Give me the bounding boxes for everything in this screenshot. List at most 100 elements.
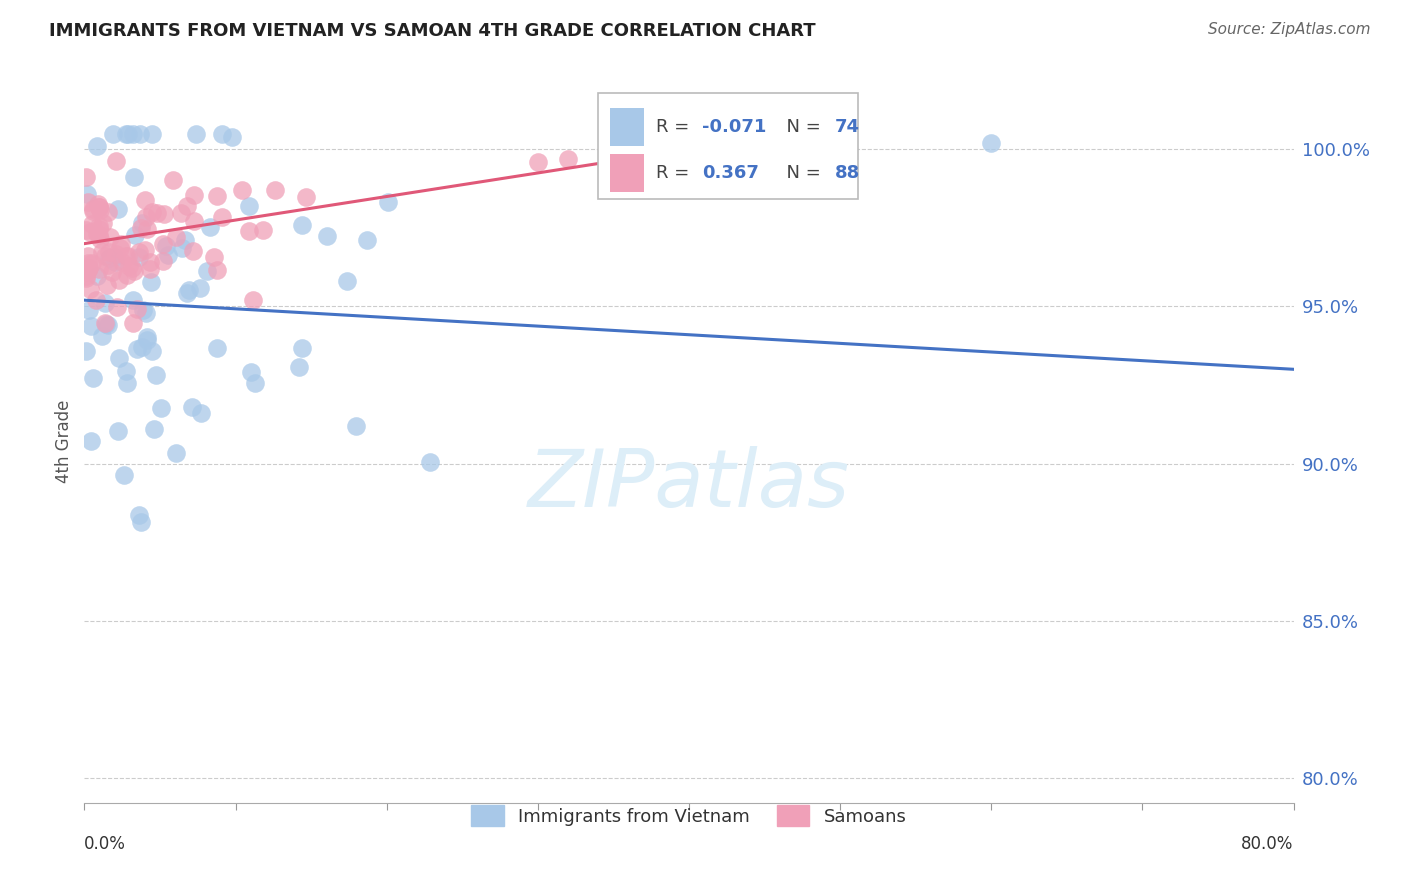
Point: [128, 508, 150, 523]
Point: [77, 256, 100, 270]
Point: [135, 210, 157, 224]
Point: [93, 316, 115, 330]
Point: [89, 232, 111, 246]
Point: [115, 249, 138, 263]
Point: [87, 200, 110, 214]
Point: [231, 183, 253, 197]
Point: [90, 244, 112, 259]
Point: [98, 244, 121, 259]
Point: [117, 249, 139, 263]
Point: [115, 376, 138, 390]
Point: [77, 260, 100, 275]
Point: [94, 295, 117, 310]
Point: [76, 263, 98, 277]
Point: [141, 205, 163, 219]
Point: [75, 270, 97, 285]
Point: [134, 193, 156, 207]
Point: [173, 233, 195, 247]
Point: [94, 318, 117, 332]
Text: R =: R =: [657, 164, 696, 182]
Point: [82, 204, 104, 219]
Point: [105, 154, 128, 169]
Point: [79, 282, 101, 296]
Point: [107, 424, 129, 438]
Legend: Immigrants from Vietnam, Samoans: Immigrants from Vietnam, Samoans: [464, 798, 914, 833]
Point: [101, 127, 124, 141]
Text: R =: R =: [657, 118, 696, 136]
Point: [141, 127, 163, 141]
Point: [242, 293, 264, 308]
Point: [94, 249, 117, 263]
Point: [122, 317, 145, 331]
Point: [89, 203, 111, 218]
Point: [141, 343, 163, 358]
Point: [75, 344, 97, 359]
Point: [336, 274, 359, 288]
Point: [183, 214, 205, 228]
Text: ZIPatlas: ZIPatlas: [527, 446, 851, 524]
Point: [75, 265, 97, 279]
Point: [125, 342, 148, 356]
Point: [129, 127, 152, 141]
Point: [80, 434, 103, 449]
Point: [129, 515, 152, 529]
Point: [107, 202, 129, 216]
Point: [112, 467, 135, 482]
Text: Source: ZipAtlas.com: Source: ZipAtlas.com: [1208, 22, 1371, 37]
Point: [125, 301, 148, 316]
Point: [136, 222, 159, 236]
Text: IMMIGRANTS FROM VIETNAM VS SAMOAN 4TH GRADE CORRELATION CHART: IMMIGRANTS FROM VIETNAM VS SAMOAN 4TH GR…: [49, 22, 815, 40]
Point: [139, 255, 162, 269]
Point: [252, 223, 274, 237]
Point: [186, 127, 208, 141]
Point: [89, 262, 111, 277]
Point: [288, 359, 311, 374]
Point: [77, 194, 100, 209]
Point: [108, 273, 131, 287]
Point: [122, 169, 145, 184]
Point: [128, 250, 150, 264]
Point: [97, 252, 120, 266]
Point: [136, 330, 159, 344]
Point: [105, 300, 128, 314]
Point: [114, 127, 136, 141]
Point: [82, 202, 104, 216]
Y-axis label: 4th Grade: 4th Grade: [55, 400, 73, 483]
Point: [131, 216, 153, 230]
Point: [128, 244, 150, 259]
Text: -0.071: -0.071: [702, 118, 766, 136]
Point: [344, 418, 367, 433]
Point: [419, 455, 441, 469]
FancyBboxPatch shape: [599, 93, 858, 200]
Point: [91, 328, 114, 343]
Point: [678, 145, 700, 160]
Point: [97, 205, 120, 219]
Point: [139, 261, 162, 276]
Point: [211, 127, 233, 141]
Point: [205, 342, 228, 356]
Point: [602, 149, 624, 163]
Text: 88: 88: [835, 164, 860, 182]
Point: [316, 228, 339, 243]
Point: [162, 172, 184, 186]
Point: [176, 285, 198, 300]
Point: [89, 222, 111, 236]
Point: [84, 293, 107, 307]
Point: [86, 227, 108, 241]
Point: [211, 210, 233, 224]
Point: [170, 206, 193, 220]
Point: [170, 241, 193, 255]
Point: [152, 237, 174, 252]
Text: 74: 74: [835, 118, 860, 136]
Point: [165, 445, 187, 459]
Point: [87, 219, 110, 234]
Point: [115, 363, 138, 377]
Point: [205, 263, 228, 277]
Point: [557, 152, 579, 166]
Point: [75, 268, 97, 283]
Point: [98, 229, 121, 244]
Point: [111, 255, 134, 269]
Point: [132, 303, 155, 318]
Point: [295, 190, 318, 204]
Point: [79, 302, 101, 317]
